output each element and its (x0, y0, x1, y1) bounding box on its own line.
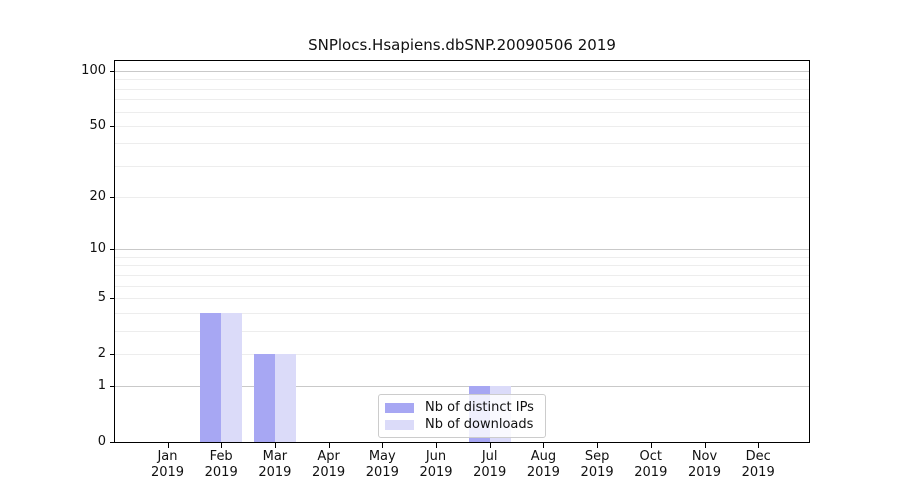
legend-label: Nb of downloads (425, 417, 534, 432)
legend-item-distinct-ips: Nb of distinct IPs (385, 399, 537, 416)
gridline-minor (115, 285, 809, 287)
x-tick-month: Jun (425, 449, 447, 464)
gridline-minor (115, 256, 809, 258)
x-tick-year: 2019 (365, 465, 399, 480)
x-tick-label: Mar 2019 (245, 449, 305, 481)
gridline-minor (115, 197, 809, 199)
x-tick-label: Aug 2019 (513, 449, 573, 481)
y-tick-mark (110, 249, 114, 251)
x-tick-month: Sep (584, 449, 610, 464)
x-tick-mark (328, 443, 330, 448)
gridline-minor (115, 165, 809, 167)
plot-area: Nb of distinct IPs Nb of downloads (114, 60, 810, 443)
legend: Nb of distinct IPs Nb of downloads (378, 394, 546, 438)
x-tick-month: Feb (209, 449, 233, 464)
y-tick-mark (110, 353, 114, 355)
x-tick-year: 2019 (580, 465, 614, 480)
x-tick-month: Mar (262, 449, 288, 464)
x-tick-label: Jul 2019 (460, 449, 520, 481)
x-tick-label: Jun 2019 (406, 449, 466, 481)
gridline-minor (115, 88, 809, 90)
x-tick-month: Apr (317, 449, 340, 464)
x-tick-year: 2019 (312, 465, 346, 480)
x-tick-mark (543, 443, 545, 448)
x-tick-mark (489, 443, 491, 448)
x-tick-mark (167, 443, 169, 448)
gridline-minor (115, 297, 809, 299)
x-tick-mark (436, 443, 437, 448)
x-tick-label: Jan 2019 (138, 449, 198, 481)
x-tick-month: May (368, 449, 396, 464)
x-tick-mark (274, 443, 276, 448)
x-tick-month: Jan (157, 449, 178, 464)
gridline-minor (115, 353, 809, 355)
x-tick-mark (221, 443, 223, 448)
x-tick-year: 2019 (419, 465, 453, 480)
y-tick-label: 1 (97, 378, 106, 394)
bar-distinct-ips (200, 312, 222, 442)
x-tick-year: 2019 (473, 465, 507, 480)
bar-downloads (221, 312, 243, 442)
x-tick-year: 2019 (204, 465, 238, 480)
y-tick-label: 0 (97, 434, 106, 449)
y-tick-mark (110, 297, 114, 299)
y-tick-label: 100 (81, 62, 106, 78)
x-tick-month: Aug (530, 449, 557, 464)
gridline-major (115, 70, 809, 72)
bar-downloads (274, 353, 296, 442)
legend-label: Nb of distinct IPs (425, 400, 534, 415)
x-tick-year: 2019 (150, 465, 185, 480)
x-tick-label: Oct 2019 (621, 449, 681, 481)
y-tick-label: 10 (89, 241, 106, 257)
x-tick-label: Dec 2019 (728, 449, 788, 481)
x-tick-mark (758, 443, 760, 448)
gridline-minor (115, 143, 809, 145)
y-tick-label: 2 (97, 345, 106, 361)
y-tick-label: 20 (89, 189, 106, 205)
y-tick-mark (110, 70, 114, 72)
gridline-minor (115, 330, 809, 332)
y-tick-label: 50 (89, 117, 106, 133)
y-tick-mark (110, 125, 114, 127)
x-tick-month: Nov (691, 449, 718, 464)
x-tick-label: Nov 2019 (675, 449, 735, 481)
gridline-major (115, 386, 809, 388)
x-tick-month: Jul (481, 449, 498, 464)
gridline-minor (115, 265, 809, 267)
x-tick-mark (382, 443, 384, 448)
gridline-minor (115, 312, 809, 314)
downloads-swatch-icon (385, 419, 414, 430)
gridline-minor (115, 79, 809, 81)
gridline-minor (115, 111, 809, 113)
x-tick-mark (597, 443, 599, 448)
x-tick-year: 2019 (741, 465, 775, 480)
y-tick-label: 5 (97, 289, 106, 305)
x-tick-year: 2019 (526, 465, 560, 480)
gridline-major (115, 249, 809, 251)
x-tick-mark (704, 443, 706, 448)
x-tick-year: 2019 (634, 465, 668, 480)
bar-distinct-ips (253, 353, 275, 442)
x-tick-month: Oct (639, 449, 663, 464)
y-tick-mark (110, 386, 114, 388)
x-tick-label: Sep 2019 (567, 449, 627, 481)
legend-item-downloads: Nb of downloads (385, 416, 537, 433)
x-tick-mark (650, 443, 652, 448)
x-tick-label: May 2019 (352, 449, 412, 481)
gridline-minor (115, 99, 809, 101)
x-tick-year: 2019 (687, 465, 722, 480)
x-tick-month: Dec (745, 449, 771, 464)
x-tick-year: 2019 (258, 465, 292, 480)
x-tick-label: Feb 2019 (191, 449, 251, 481)
gridline-minor (115, 274, 809, 276)
y-tick-mark (110, 442, 114, 443)
x-tick-label: Apr 2019 (299, 449, 359, 481)
distinct-ips-swatch-icon (385, 402, 414, 413)
y-tick-mark (110, 197, 114, 199)
gridline-minor (115, 125, 809, 127)
chart-title: SNPlocs.Hsapiens.dbSNP.20090506 2019 (308, 36, 616, 54)
